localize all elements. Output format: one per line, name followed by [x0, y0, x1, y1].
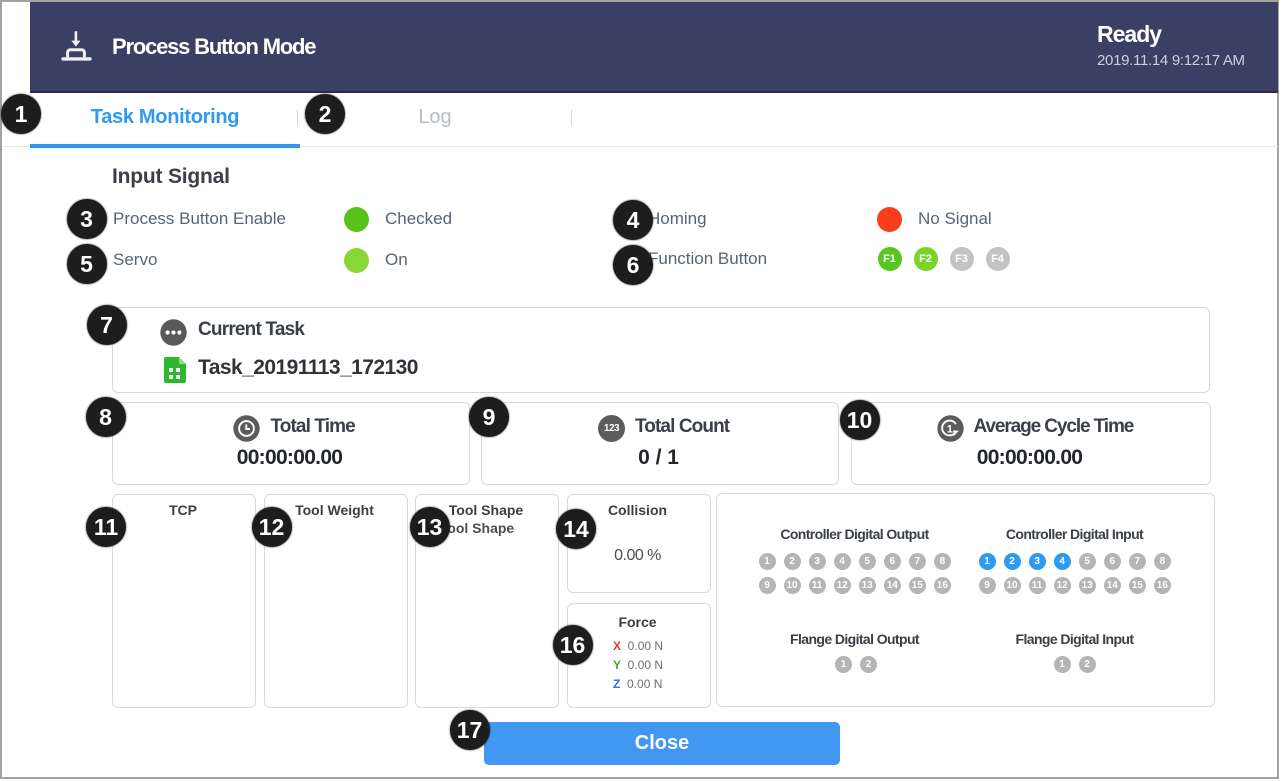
svg-text:1: 1 [946, 424, 952, 436]
